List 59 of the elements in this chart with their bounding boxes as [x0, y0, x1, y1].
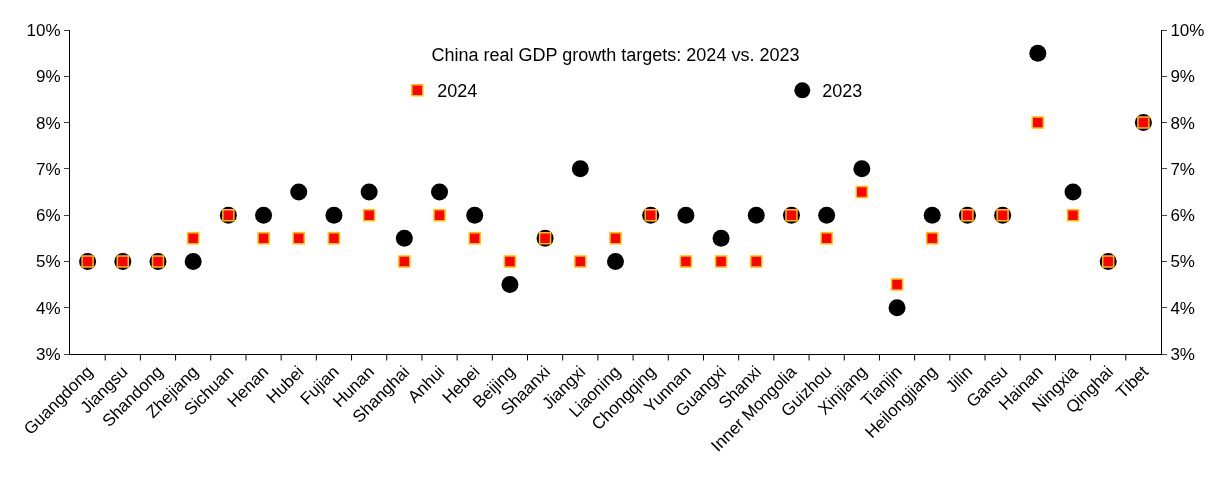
y-tick-label: 10% — [26, 20, 61, 40]
point — [503, 255, 517, 268]
y-tick-label: 6% — [36, 206, 61, 226]
point — [574, 255, 587, 268]
point — [360, 183, 378, 201]
point — [888, 299, 906, 317]
y-tick-label: 4% — [36, 298, 61, 318]
y2-tick-label: 8% — [1170, 113, 1195, 133]
point — [468, 232, 481, 245]
point — [501, 276, 519, 294]
point — [186, 232, 200, 245]
point — [923, 206, 941, 224]
point — [679, 255, 693, 268]
point — [609, 232, 622, 245]
y2-tick-label: 4% — [1170, 298, 1195, 318]
point — [398, 255, 411, 268]
point — [1029, 44, 1047, 62]
point — [431, 183, 449, 201]
point — [747, 206, 765, 224]
point — [433, 208, 446, 222]
point — [327, 232, 341, 245]
y2-tick-label: 9% — [1170, 67, 1195, 87]
y-tick-label: 9% — [36, 67, 61, 87]
point — [362, 208, 376, 222]
point — [925, 232, 939, 245]
legend-label: 2024 — [437, 81, 478, 102]
text: China real GDP growth targets: 2024 vs. 2023 — [431, 45, 800, 65]
point — [712, 229, 730, 247]
point — [292, 232, 306, 245]
y-tick-label: 7% — [36, 159, 61, 179]
point — [855, 185, 869, 199]
point — [325, 206, 343, 224]
y2-tick-label: 6% — [1170, 206, 1195, 226]
point — [607, 252, 624, 270]
y2-tick-label: 3% — [1170, 344, 1195, 364]
y-tick-label: 3% — [36, 344, 61, 364]
point — [290, 183, 308, 201]
y-tick-label: 5% — [36, 252, 61, 272]
point — [184, 252, 202, 270]
point — [571, 160, 589, 178]
point — [1066, 208, 1080, 222]
y2-tick-label: 7% — [1170, 159, 1195, 179]
y2-tick-label: 5% — [1170, 252, 1195, 272]
y2-tick-label: 10% — [1170, 20, 1205, 40]
point — [1064, 183, 1082, 201]
point — [255, 206, 273, 224]
point — [257, 232, 270, 245]
point — [818, 206, 836, 224]
point — [890, 278, 904, 291]
point — [820, 232, 833, 245]
point — [750, 255, 763, 268]
legend-label: 2023 — [822, 81, 863, 102]
point — [466, 206, 484, 224]
point — [714, 255, 728, 268]
point — [1031, 116, 1045, 129]
y-tick-label: 8% — [36, 113, 61, 133]
point — [395, 229, 413, 247]
point — [853, 160, 871, 178]
point — [677, 206, 695, 224]
